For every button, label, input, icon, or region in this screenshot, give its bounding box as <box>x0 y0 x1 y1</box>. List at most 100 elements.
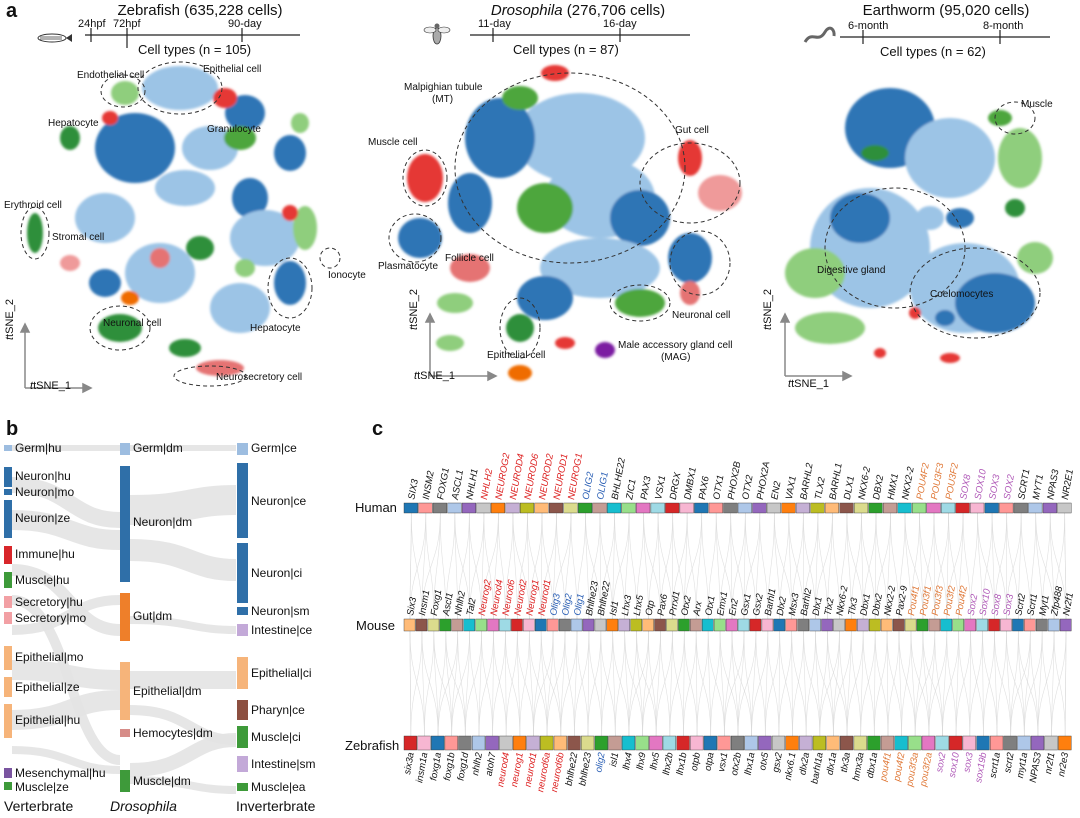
ortholog-link <box>574 630 578 737</box>
ortholog-link <box>529 630 548 737</box>
gene-label: SOX10 <box>973 468 989 501</box>
ortholog-link <box>672 512 688 620</box>
ortholog-link <box>731 630 752 737</box>
gene-label: lhx4 <box>621 752 635 771</box>
zf-tsne1-label: ttSNE_1 <box>30 380 71 392</box>
ortholog-link <box>669 630 673 737</box>
gene-bar <box>505 502 520 514</box>
ortholog-link <box>669 630 685 737</box>
ortholog-link <box>695 512 702 620</box>
ortholog-link <box>624 512 630 620</box>
gene-bar <box>427 618 440 632</box>
ew-annot-coelomocytes: Coelomocytes <box>930 289 994 300</box>
ortholog-link <box>1010 630 1031 737</box>
gene-bar <box>417 735 431 751</box>
ortholog-link <box>1020 512 1031 620</box>
ortholog-link <box>874 630 888 737</box>
dm-annot-follicle: Follicle cell <box>445 253 494 264</box>
gene-bar <box>592 502 607 514</box>
ortholog-link <box>660 630 671 737</box>
ortholog-link <box>599 512 602 620</box>
ortholog-link <box>683 630 697 737</box>
ortholog-link <box>648 630 657 737</box>
gene-label: DBX2 <box>871 473 886 500</box>
ortholog-link <box>469 512 485 620</box>
ortholog-link <box>904 512 924 620</box>
dm-annot-mt: Malpighian tubule <box>404 82 483 93</box>
gene-bar <box>630 618 642 632</box>
label-muscle-dm: Muscle|dm <box>133 774 191 788</box>
gene-label: dbx1a <box>865 752 880 779</box>
node-epithelial-mo <box>4 646 12 670</box>
node-pharyn-ce <box>237 700 248 720</box>
ortholog-link <box>862 630 875 737</box>
dm-annot-muscle: Muscle cell <box>368 137 418 148</box>
ortholog-link <box>437 630 447 737</box>
ortholog-link <box>910 630 916 737</box>
gene-bar <box>636 502 651 514</box>
ortholog-link <box>791 630 807 737</box>
ortholog-link <box>970 512 978 620</box>
gene-label: SOX8 <box>958 473 973 501</box>
ortholog-link <box>437 630 458 737</box>
gene-bar <box>854 502 869 514</box>
gene-label: Pou3f2 <box>942 584 958 616</box>
node-neuron-ci <box>237 543 248 603</box>
gene-bar <box>908 735 922 751</box>
gene-label: NHLH1 <box>464 468 480 501</box>
ortholog-link <box>421 512 427 620</box>
gene-label: dlx2a <box>797 752 812 776</box>
ortholog-link <box>612 630 616 737</box>
ortholog-link <box>910 630 930 737</box>
gene-bar <box>725 618 738 632</box>
ortholog-link <box>827 630 834 737</box>
gene-bar <box>1000 618 1012 632</box>
ortholog-link <box>819 630 828 737</box>
gene-bar <box>512 735 527 751</box>
ortholog-link <box>612 630 630 737</box>
gene-label: MYT1 <box>1031 474 1046 501</box>
gene-bar <box>988 618 1000 632</box>
gene-label: Arx <box>691 599 705 617</box>
gene-bar <box>761 618 774 632</box>
zebrafish-tp-2: 72hpf <box>113 18 141 30</box>
ortholog-link <box>587 630 602 737</box>
ortholog-link <box>827 512 833 620</box>
drosophila-tp-1: 11-day <box>478 18 511 30</box>
ortholog-link <box>628 512 637 620</box>
ortholog-link <box>707 630 725 737</box>
gene-label: lhx2b <box>661 752 676 776</box>
gene-bar <box>702 618 714 632</box>
label-neuron-ci: Neuron|ci <box>251 566 303 580</box>
gene-bar <box>534 502 549 514</box>
ortholog-link <box>767 630 780 737</box>
gene-bar <box>594 735 608 751</box>
ortholog-link <box>421 512 441 620</box>
ortholog-link <box>851 512 862 620</box>
gene-label: PAX6 <box>697 475 712 501</box>
gene-bar <box>1059 618 1072 632</box>
ortholog-link <box>792 630 804 737</box>
ortholog-link <box>601 630 613 737</box>
species-human: Human <box>355 500 397 515</box>
node-germ-ce <box>237 443 248 455</box>
gene-bar <box>990 735 1004 751</box>
gene-bar <box>558 618 571 632</box>
gene-label: TLX2 <box>813 476 828 501</box>
ortholog-link <box>922 512 935 620</box>
ortholog-link <box>887 630 900 737</box>
node-muscle-ci <box>237 726 248 748</box>
ortholog-link <box>817 512 828 620</box>
ortholog-link <box>1041 630 1052 737</box>
ortholog-link <box>642 630 661 737</box>
gene-label: otpa <box>703 752 717 772</box>
ortholog-link <box>1006 512 1022 620</box>
ortholog-link <box>755 630 766 737</box>
gene-bar <box>621 735 636 751</box>
gene-label: NPAS3 <box>1045 468 1061 501</box>
ew-annot-digestive: Digestive gland <box>817 265 886 276</box>
drosophila-cell-types: Cell types (n = 87) <box>513 42 619 57</box>
gene-bar <box>476 502 491 514</box>
ortholog-link <box>411 512 423 620</box>
gene-label: OLIG2 <box>581 470 597 500</box>
